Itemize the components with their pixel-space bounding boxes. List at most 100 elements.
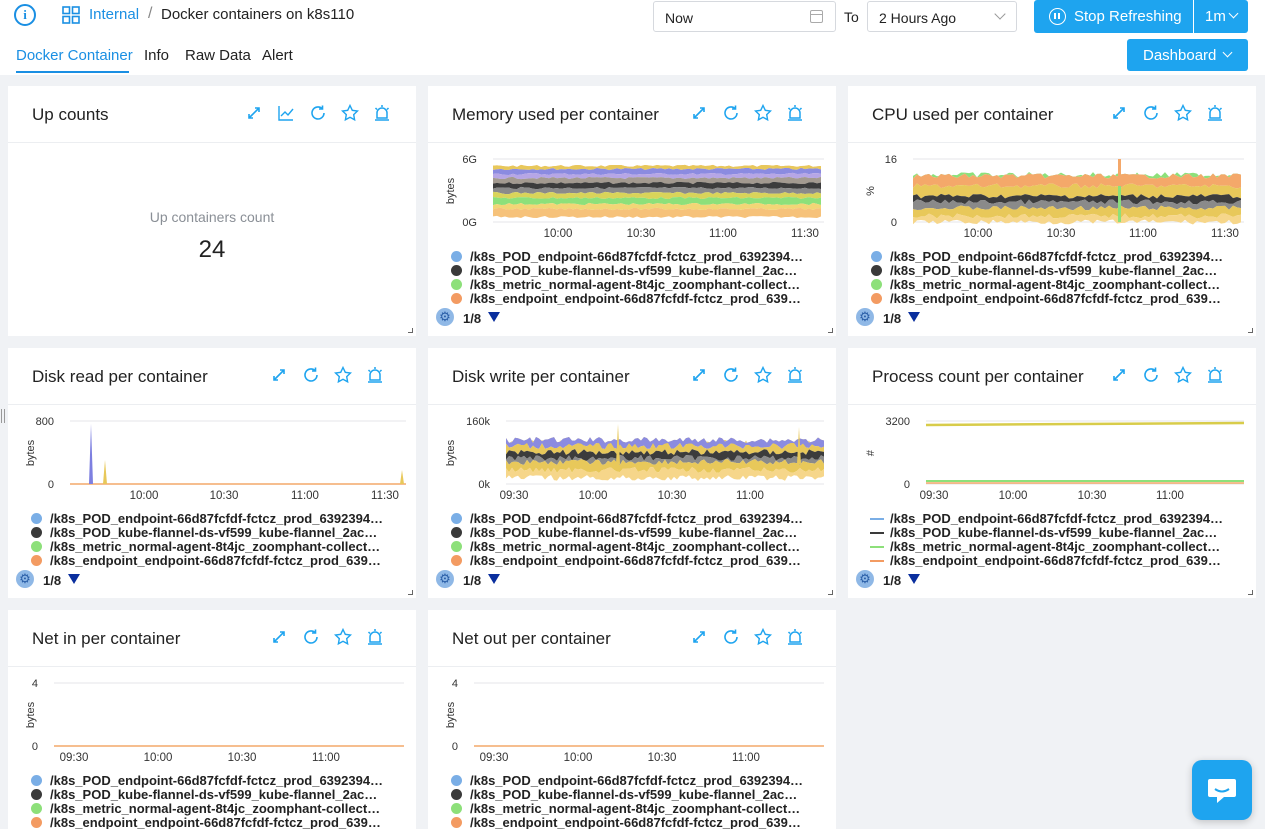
tab-alert[interactable]: Alert bbox=[262, 47, 293, 64]
panel-resize-handle[interactable] bbox=[408, 328, 413, 333]
refresh-icon[interactable] bbox=[722, 628, 740, 646]
expand-icon[interactable] bbox=[270, 628, 288, 646]
grid-icon[interactable] bbox=[62, 6, 80, 24]
alarm-icon[interactable] bbox=[786, 366, 804, 384]
legend-item[interactable]: /k8s_POD_endpoint-66d87fcfdf-fctcz_prod_… bbox=[450, 512, 830, 526]
chart[interactable]: bytes 4 0 09:30 10:00 10:30 11:00 bbox=[8, 670, 416, 770]
expand-icon[interactable] bbox=[690, 104, 708, 122]
legend-item[interactable]: /k8s_POD_endpoint-66d87fcfdf-fctcz_prod_… bbox=[30, 512, 410, 526]
panel-resize-handle[interactable] bbox=[828, 590, 833, 595]
refresh-icon[interactable] bbox=[722, 366, 740, 384]
refresh-interval-select[interactable]: 1m bbox=[1194, 0, 1248, 33]
refresh-icon[interactable] bbox=[302, 628, 320, 646]
star-icon[interactable] bbox=[754, 628, 772, 646]
triangle-down-icon[interactable] bbox=[908, 312, 920, 322]
expand-icon[interactable] bbox=[245, 104, 263, 122]
legend-item[interactable]: /k8s_POD_endpoint-66d87fcfdf-fctcz_prod_… bbox=[870, 250, 1250, 264]
refresh-icon[interactable] bbox=[302, 366, 320, 384]
refresh-icon[interactable] bbox=[722, 104, 740, 122]
active-tab-indicator bbox=[16, 71, 129, 73]
refresh-icon[interactable] bbox=[309, 104, 327, 122]
chart[interactable]: bytes 4 0 09:30 10:00 10:30 11:00 bbox=[428, 670, 836, 770]
line-chart-icon[interactable] bbox=[277, 104, 295, 122]
alarm-icon[interactable] bbox=[1206, 104, 1224, 122]
star-icon[interactable] bbox=[334, 628, 352, 646]
alarm-icon[interactable] bbox=[366, 628, 384, 646]
tab-raw-data[interactable]: Raw Data bbox=[185, 47, 251, 64]
alarm-icon[interactable] bbox=[366, 366, 384, 384]
legend-item[interactable]: /k8s_metric_normal-agent-8t4jc_zoomphant… bbox=[870, 540, 1250, 554]
legend-item[interactable]: /k8s_endpoint_endpoint-66d87fcfdf-fctcz_… bbox=[30, 816, 410, 829]
gear-icon[interactable]: ⚙ bbox=[436, 308, 454, 326]
star-icon[interactable] bbox=[754, 366, 772, 384]
expand-icon[interactable] bbox=[270, 366, 288, 384]
alarm-icon[interactable] bbox=[373, 104, 391, 122]
chart[interactable]: bytes 800 0 10:00 10:30 11:00 11:30 bbox=[8, 408, 416, 508]
panel-resize-handle[interactable] bbox=[1248, 328, 1253, 333]
refresh-icon[interactable] bbox=[1142, 366, 1160, 384]
triangle-down-icon[interactable] bbox=[488, 312, 500, 322]
legend-item[interactable]: /k8s_POD_kube-flannel-ds-vf599_kube-flan… bbox=[450, 526, 830, 540]
time-range-select[interactable]: 2 Hours Ago bbox=[867, 1, 1017, 32]
alarm-icon[interactable] bbox=[1206, 366, 1224, 384]
panel-resize-handle[interactable] bbox=[828, 328, 833, 333]
triangle-down-icon[interactable] bbox=[68, 574, 80, 584]
legend-item[interactable]: /k8s_POD_endpoint-66d87fcfdf-fctcz_prod_… bbox=[870, 512, 1250, 526]
legend-item[interactable]: /k8s_endpoint_endpoint-66d87fcfdf-fctcz_… bbox=[450, 292, 830, 306]
star-icon[interactable] bbox=[1174, 104, 1192, 122]
legend-item[interactable]: /k8s_endpoint_endpoint-66d87fcfdf-fctcz_… bbox=[30, 554, 410, 568]
chart[interactable]: bytes 6G 0G 10:00 10:30 11:00 11:30 bbox=[428, 146, 836, 246]
legend-item[interactable]: /k8s_POD_kube-flannel-ds-vf599_kube-flan… bbox=[870, 264, 1250, 278]
gear-icon[interactable]: ⚙ bbox=[436, 570, 454, 588]
star-icon[interactable] bbox=[1174, 366, 1192, 384]
refresh-icon[interactable] bbox=[1142, 104, 1160, 122]
legend-item[interactable]: /k8s_endpoint_endpoint-66d87fcfdf-fctcz_… bbox=[870, 554, 1250, 568]
expand-icon[interactable] bbox=[690, 366, 708, 384]
legend-item[interactable]: /k8s_endpoint_endpoint-66d87fcfdf-fctcz_… bbox=[450, 816, 830, 829]
legend-item[interactable]: /k8s_POD_kube-flannel-ds-vf599_kube-flan… bbox=[450, 788, 830, 802]
triangle-down-icon[interactable] bbox=[908, 574, 920, 584]
chart[interactable]: % 16 0 10:00 10:30 11:00 11:30 bbox=[848, 146, 1256, 246]
panel-resize-handle[interactable] bbox=[408, 590, 413, 595]
legend-item[interactable]: /k8s_endpoint_endpoint-66d87fcfdf-fctcz_… bbox=[450, 554, 830, 568]
legend-item[interactable]: /k8s_POD_kube-flannel-ds-vf599_kube-flan… bbox=[450, 264, 830, 278]
legend-item[interactable]: /k8s_metric_normal-agent-8t4jc_zoomphant… bbox=[870, 278, 1250, 292]
chart[interactable]: bytes 160k 0k 09:30 10:00 10:30 11:00 bbox=[428, 408, 836, 508]
legend-item[interactable]: /k8s_endpoint_endpoint-66d87fcfdf-fctcz_… bbox=[870, 292, 1250, 306]
legend-item[interactable]: /k8s_POD_kube-flannel-ds-vf599_kube-flan… bbox=[30, 526, 410, 540]
gear-icon[interactable]: ⚙ bbox=[856, 308, 874, 326]
triangle-down-icon[interactable] bbox=[488, 574, 500, 584]
chart[interactable]: #3200 0 09:30 10:00 10:30 11:00 bbox=[848, 408, 1256, 508]
legend-item[interactable]: /k8s_metric_normal-agent-8t4jc_zoomphant… bbox=[450, 802, 830, 816]
panel-resize-handle[interactable] bbox=[1248, 590, 1253, 595]
legend-item[interactable]: /k8s_POD_kube-flannel-ds-vf599_kube-flan… bbox=[30, 788, 410, 802]
info-icon[interactable]: i bbox=[14, 4, 36, 26]
chat-support-button[interactable] bbox=[1192, 760, 1252, 820]
breadcrumb-link[interactable]: Internal bbox=[89, 6, 140, 23]
tab-info[interactable]: Info bbox=[144, 47, 170, 64]
gear-icon[interactable]: ⚙ bbox=[856, 570, 874, 588]
alarm-icon[interactable] bbox=[786, 104, 804, 122]
legend-item[interactable]: /k8s_POD_endpoint-66d87fcfdf-fctcz_prod_… bbox=[30, 774, 410, 788]
expand-icon[interactable] bbox=[690, 628, 708, 646]
gear-icon[interactable]: ⚙ bbox=[16, 570, 34, 588]
dashboard-button[interactable]: Dashboard bbox=[1127, 39, 1248, 71]
from-date-input[interactable]: Now bbox=[653, 1, 836, 32]
star-icon[interactable] bbox=[341, 104, 359, 122]
resize-handle[interactable] bbox=[1, 409, 5, 423]
tab-docker-container[interactable]: Docker Container bbox=[16, 47, 133, 64]
calendar-icon[interactable] bbox=[810, 10, 823, 23]
legend-item[interactable]: /k8s_metric_normal-agent-8t4jc_zoomphant… bbox=[450, 278, 830, 292]
legend-item[interactable]: /k8s_POD_kube-flannel-ds-vf599_kube-flan… bbox=[870, 526, 1250, 540]
star-icon[interactable] bbox=[334, 366, 352, 384]
legend-item[interactable]: /k8s_metric_normal-agent-8t4jc_zoomphant… bbox=[30, 802, 410, 816]
star-icon[interactable] bbox=[754, 104, 772, 122]
stop-refreshing-button[interactable]: Stop Refreshing bbox=[1034, 0, 1193, 33]
expand-icon[interactable] bbox=[1110, 104, 1128, 122]
legend-item[interactable]: /k8s_metric_normal-agent-8t4jc_zoomphant… bbox=[30, 540, 410, 554]
alarm-icon[interactable] bbox=[786, 628, 804, 646]
expand-icon[interactable] bbox=[1110, 366, 1128, 384]
legend-item[interactable]: /k8s_metric_normal-agent-8t4jc_zoomphant… bbox=[450, 540, 830, 554]
legend-item[interactable]: /k8s_POD_endpoint-66d87fcfdf-fctcz_prod_… bbox=[450, 250, 830, 264]
legend-item[interactable]: /k8s_POD_endpoint-66d87fcfdf-fctcz_prod_… bbox=[450, 774, 830, 788]
